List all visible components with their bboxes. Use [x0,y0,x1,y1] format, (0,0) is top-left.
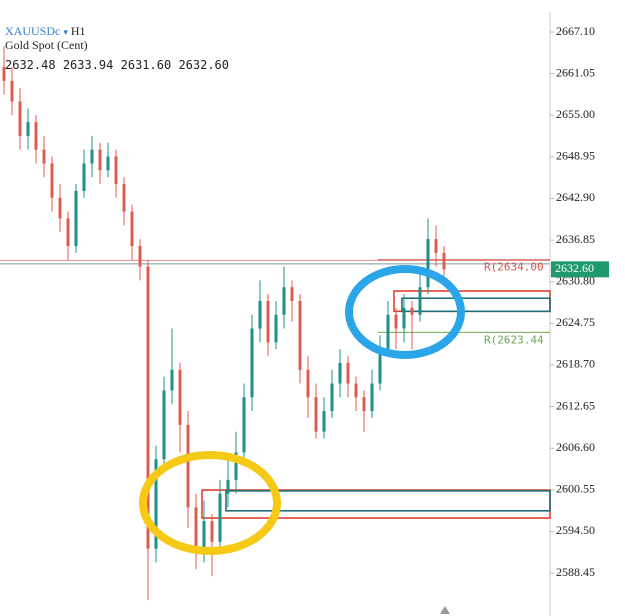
symbol[interactable]: XAUUSDc [5,24,61,38]
candle-body [226,479,230,494]
zone [225,490,551,512]
high: 2633.94 [62,58,114,72]
candle-body [330,383,334,412]
candle-body [266,300,270,343]
candle-body [282,287,286,315]
ohlc-line: 2632.48 2633.94 2631.60 2632.60 [5,58,229,72]
y-tick-label: 2600.55 [556,482,595,496]
candle-body [298,300,302,370]
candle-body [2,67,6,81]
candle-body [354,383,358,398]
candle-body [18,101,22,136]
candle-body [410,307,414,315]
candle-body [258,300,262,329]
candle-body [98,149,102,171]
candle-body [314,397,318,432]
candle-body [106,156,110,171]
candle-body [370,383,374,412]
candle-body [34,122,38,150]
y-tick-label: 2618.70 [556,357,595,371]
candle-body [418,287,422,315]
candle-body [82,163,86,191]
y-tick-label: 2612.65 [556,398,595,412]
symbol-line: XAUUSDc ▾ H1 [5,24,86,39]
candle-body [130,211,134,246]
candle-body [154,459,158,549]
candle-body [210,521,214,542]
candle-body [66,218,70,246]
y-tick-label: 2606.60 [556,440,595,454]
candle-body [234,452,238,480]
candle-body [346,362,350,384]
candle-body [394,314,398,329]
candle-body [402,307,406,329]
candle-body [218,493,222,542]
candle-body [362,397,366,412]
candle-body [10,80,14,102]
y-tick-label: 2624.75 [556,315,595,329]
candle-body [50,163,54,198]
candle-body [186,424,190,508]
candle-body [146,266,150,549]
candle-body [170,369,174,391]
level-label: R(2623.44 [484,333,544,346]
candle-body [114,156,118,185]
last-price-label: 2632.60 [555,261,594,275]
scroll-marker [440,606,450,614]
plot: 2667.10 2661.05 2655.00 2648.95 2642.90 2636.… [0,24,609,601]
zone [401,297,551,313]
low: 2631.60 [120,58,172,72]
y-tick-label: 2648.95 [556,149,595,163]
candle-body [194,507,198,549]
candle-body [122,184,126,212]
candle-body [26,122,30,136]
highlight-circle [139,451,281,555]
candle-body [426,239,430,288]
close: 2632.60 [178,58,230,72]
candle-body [90,149,94,164]
y-tick-label: 2588.45 [556,565,595,579]
y-tick-label: 2594.50 [556,523,595,537]
candle-body [58,197,62,219]
candle-body [250,328,254,398]
candle-body [442,252,446,270]
open: 2632.48 [5,58,56,72]
last-price-tag [551,261,609,278]
candle-body [74,190,78,246]
candle-body [338,362,342,384]
candle-body [386,314,390,350]
candle-body [162,390,166,460]
candle-body [322,411,326,432]
candle-body [290,287,294,301]
description: Gold Spot (Cent) [5,38,88,52]
dropdown-icon[interactable]: ▾ [63,27,68,37]
candle-body [306,369,310,398]
y-tick-label: 2642.90 [556,190,595,204]
candle-body [202,521,206,549]
y-tick-label: 2655.00 [556,107,595,121]
candle-body [178,369,182,425]
candle-body [434,239,438,253]
y-tick-label: 2667.10 [556,24,595,38]
candle-body [378,349,382,384]
y-tick-label: 2636.85 [556,232,595,246]
timeframe[interactable]: H1 [70,24,86,38]
candle-body [42,149,46,164]
y-tick-label: 2661.05 [556,65,595,79]
candle-body [274,314,278,343]
highlight-circle [345,265,465,359]
candle-body [242,397,246,453]
level-label: R(2634.00 [484,261,544,274]
candle-body [138,245,142,267]
